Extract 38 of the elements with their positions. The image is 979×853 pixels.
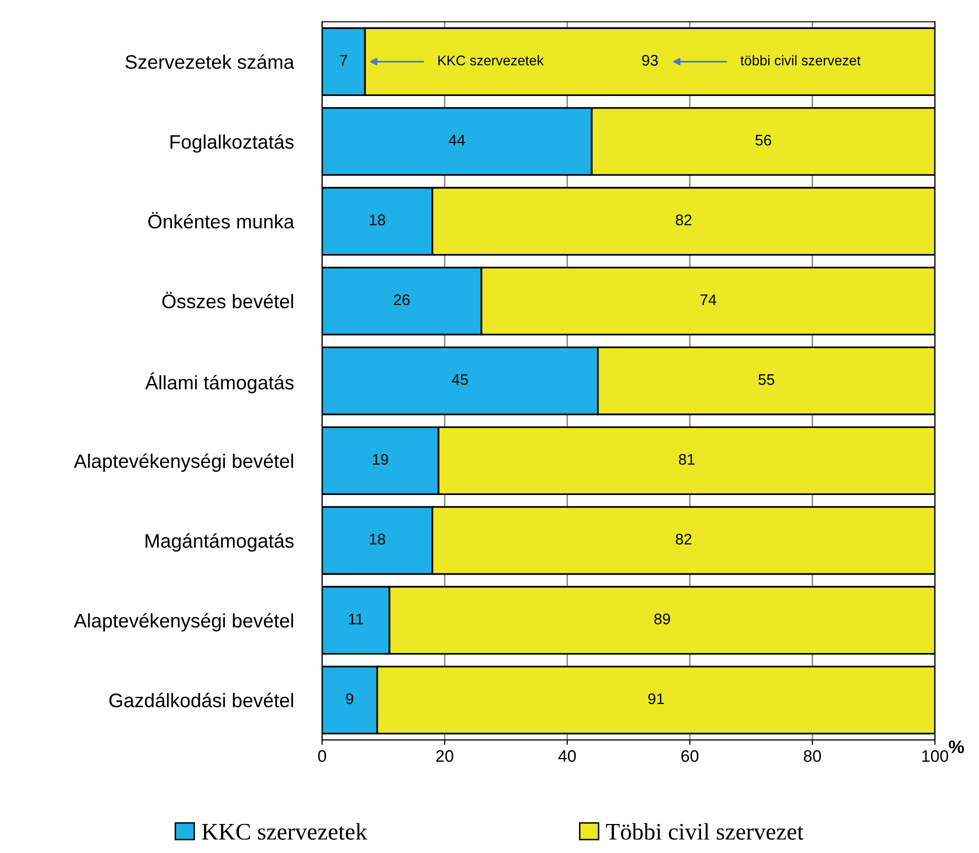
data-label: 44 bbox=[448, 134, 465, 146]
data-label: 82 bbox=[676, 214, 692, 226]
data-label: 18 bbox=[370, 534, 386, 545]
data-label: 55 bbox=[758, 374, 774, 385]
x-tick-label: 60 bbox=[681, 750, 698, 762]
x-tick-label: 0 bbox=[318, 750, 326, 762]
legend-label: KKC szervezetek bbox=[202, 823, 368, 840]
data-label: 93 bbox=[642, 54, 658, 66]
annotation: többi civil szervezet bbox=[740, 55, 861, 66]
annotation: KKC szervezetek bbox=[438, 55, 544, 66]
x-tick-label: 80 bbox=[804, 750, 821, 762]
legend-label: Többi civil szervezet bbox=[606, 823, 804, 840]
x-axis-title: % bbox=[948, 740, 964, 754]
y-tick-label: Alaptevékenységi bevétel bbox=[74, 613, 294, 632]
data-label: 18 bbox=[370, 214, 386, 226]
data-label: 81 bbox=[678, 454, 694, 465]
y-tick-label: Alaptevékenységi bevétel bbox=[74, 454, 294, 472]
data-label: 7 bbox=[340, 55, 348, 66]
y-tick-label: Állami támogatás bbox=[145, 372, 294, 394]
data-label: 19 bbox=[372, 454, 388, 465]
y-tick-label: Szervezetek száma bbox=[126, 54, 294, 69]
y-tick-label: Gazdálkodási bevétel bbox=[109, 692, 294, 708]
data-label: 74 bbox=[700, 294, 716, 306]
data-label: 9 bbox=[346, 693, 354, 704]
x-tick-label: 20 bbox=[436, 750, 454, 762]
x-tick-label: 100 bbox=[922, 750, 948, 762]
data-label: 26 bbox=[394, 294, 410, 306]
data-label: 11 bbox=[349, 614, 363, 624]
y-tick-label: Összes bevétel bbox=[162, 292, 294, 308]
y-tick-label: Magántámogatás bbox=[146, 533, 294, 552]
x-tick-label: 40 bbox=[558, 750, 576, 762]
data-label: 89 bbox=[654, 614, 670, 624]
data-label: 82 bbox=[676, 534, 692, 545]
y-tick-label: Önkéntes munka bbox=[148, 212, 294, 228]
data-label: 56 bbox=[755, 134, 772, 146]
y-tick-label: Foglalkoztatás bbox=[170, 134, 294, 153]
data-label: 91 bbox=[648, 693, 664, 704]
data-label: 45 bbox=[452, 374, 468, 385]
